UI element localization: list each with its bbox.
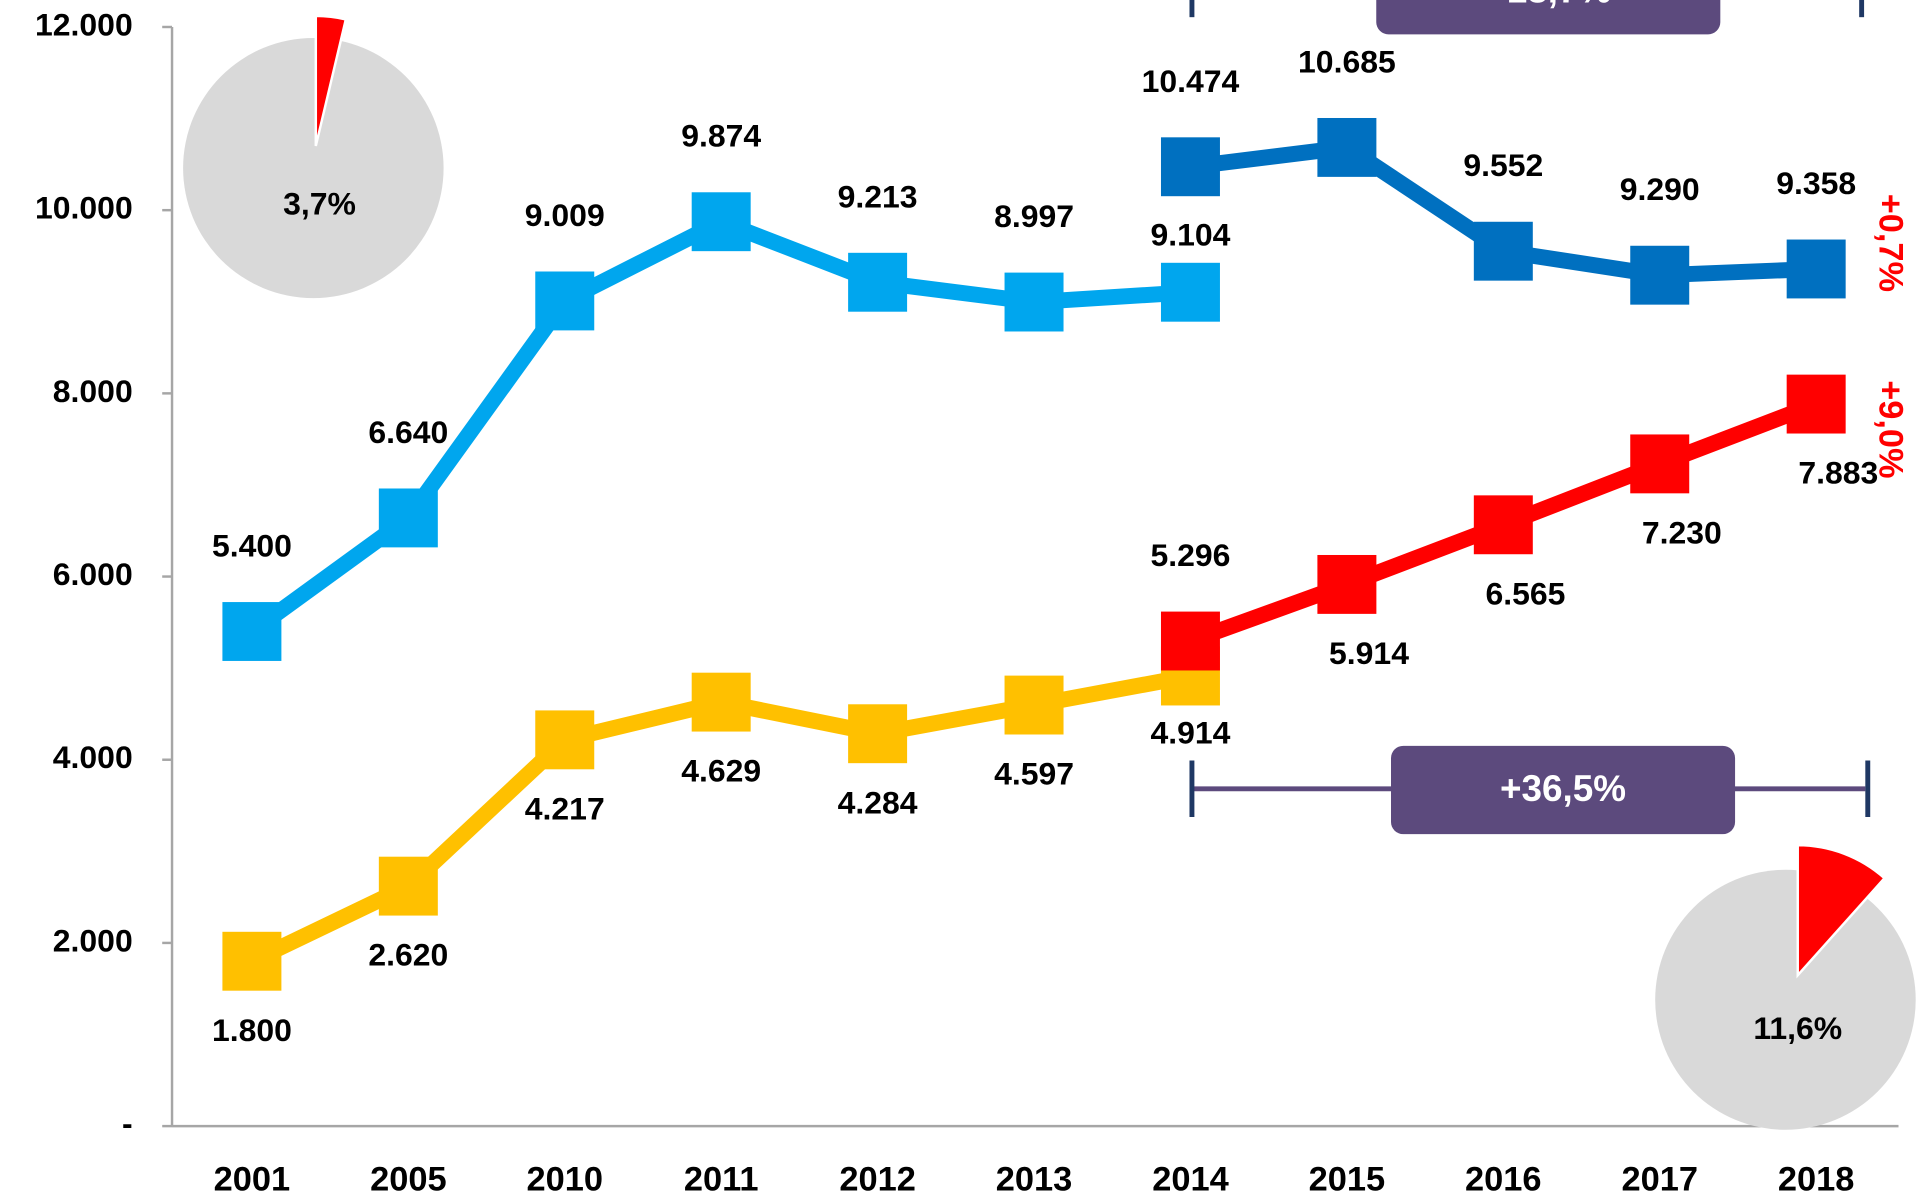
y-tick-label: - <box>122 1106 133 1142</box>
data-label: 5.400 <box>212 528 292 564</box>
x-tick-label: 2016 <box>1465 1160 1542 1196</box>
data-label: 1.800 <box>212 1012 292 1048</box>
marker <box>848 252 908 312</box>
y-tick-label: 2.000 <box>53 922 133 958</box>
y-tick-label: 4.000 <box>53 739 133 775</box>
marker <box>1004 675 1064 735</box>
marker <box>1473 495 1533 555</box>
pie-rest <box>1655 869 1916 1130</box>
data-label: 7.230 <box>1642 514 1722 550</box>
chart-area: +18,7% +36,5% +0,7% +9,0% - 2.000 4.000 6.0… <box>35 0 1916 1196</box>
pie-label: 11,6% <box>1753 1010 1842 1046</box>
marker <box>1630 245 1690 305</box>
data-label: 9.358 <box>1776 165 1856 201</box>
x-tick-label: 2013 <box>996 1160 1073 1196</box>
data-label: 9.874 <box>681 118 761 154</box>
y-tick-label: 8.000 <box>53 373 133 409</box>
marker <box>1630 434 1690 494</box>
pie-slice <box>1796 843 1887 979</box>
data-label: 5.914 <box>1329 635 1409 671</box>
data-label: 9.552 <box>1463 147 1543 183</box>
annotation: +18,7% <box>1485 0 1611 10</box>
pie-slice <box>314 14 348 147</box>
marker <box>691 672 751 732</box>
x-tick-label: 2014 <box>1152 1160 1229 1196</box>
y-tick-label: 6.000 <box>53 556 133 592</box>
data-label: 10.474 <box>1142 63 1240 99</box>
annotation-box <box>1391 745 1736 835</box>
data-label: 10.685 <box>1298 43 1396 79</box>
data-label: 4.629 <box>681 753 761 789</box>
marker <box>1160 262 1220 322</box>
data-label: 4.597 <box>994 756 1074 792</box>
data-label: 8.997 <box>994 198 1074 234</box>
data-label: 4.914 <box>1151 714 1231 750</box>
marker <box>1473 221 1533 281</box>
annotation-box <box>1376 0 1721 35</box>
marker <box>1004 272 1064 332</box>
x-tick-label: 2018 <box>1778 1160 1855 1196</box>
data-label: 7.883 <box>1798 455 1878 491</box>
marker <box>1160 137 1220 197</box>
marker <box>1317 117 1377 177</box>
data-label: 6.565 <box>1485 575 1565 611</box>
x-tick-label: 2015 <box>1309 1160 1386 1196</box>
y-tick-label: 12.000 <box>35 6 133 42</box>
marker <box>378 856 438 916</box>
marker <box>1317 554 1377 614</box>
annotation: +0,7% <box>1872 194 1910 292</box>
marker <box>1786 239 1846 299</box>
data-label: 2.620 <box>368 937 448 973</box>
data-label: 5.296 <box>1151 537 1231 573</box>
marker <box>691 192 751 252</box>
marker <box>222 602 282 661</box>
x-tick-label: 2005 <box>370 1160 447 1196</box>
data-label: 9.009 <box>525 197 605 233</box>
marker <box>1786 374 1846 434</box>
x-tick-label: 2011 <box>684 1160 759 1196</box>
marker <box>848 704 908 764</box>
x-tick-label: 2012 <box>839 1160 916 1196</box>
marker <box>378 488 438 548</box>
pie-label: 3,7% <box>283 186 356 222</box>
x-tick-label: 2010 <box>527 1160 604 1196</box>
data-label: 9.290 <box>1620 171 1700 207</box>
marker <box>1160 611 1220 671</box>
data-label: 6.640 <box>368 414 448 450</box>
y-tick-label: 10.000 <box>35 190 133 226</box>
x-tick-label: 2001 <box>214 1160 291 1196</box>
pie-rest <box>183 38 444 299</box>
annotation: +36,5% <box>1500 768 1626 809</box>
x-tick-label: 2017 <box>1621 1160 1698 1196</box>
data-label: 9.104 <box>1151 216 1231 252</box>
data-label: 4.217 <box>525 790 605 826</box>
data-label: 4.284 <box>838 784 918 820</box>
marker <box>535 710 595 770</box>
annotation: +9,0% <box>1872 380 1910 478</box>
marker <box>222 931 282 991</box>
marker <box>535 271 595 331</box>
data-label: 9.213 <box>838 178 918 214</box>
